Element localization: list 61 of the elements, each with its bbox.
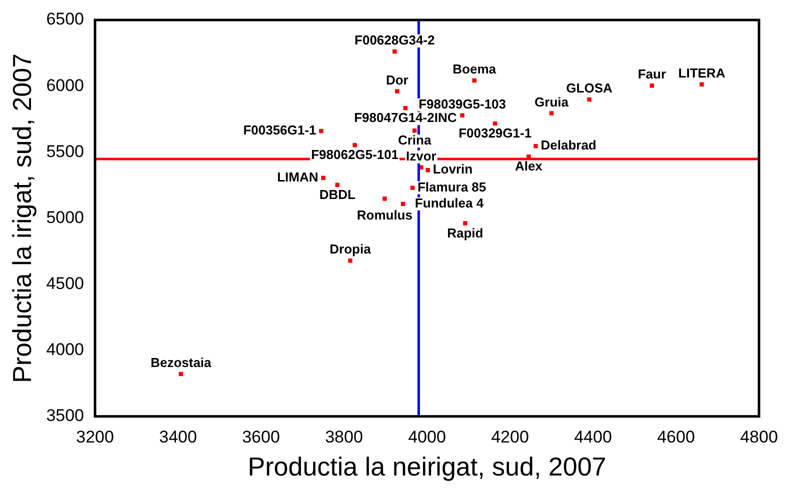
point — [319, 128, 324, 134]
y-tick-label: 4500 — [46, 274, 84, 293]
x-tick-label: 4400 — [574, 427, 612, 446]
y-tick-label: 6500 — [46, 10, 84, 29]
data-label: GLOSA — [566, 80, 613, 96]
x-tick-label: 3600 — [242, 427, 280, 446]
y-tick-label: 5000 — [46, 208, 84, 227]
data-label: Rapid — [447, 225, 484, 240]
x-axis-title: Productia la neirigat, sud, 2007 — [248, 452, 606, 482]
data-label: LITERA — [678, 65, 726, 80]
data-label: F98039G5-103 — [418, 96, 506, 112]
data-label: Lovrin — [432, 162, 473, 177]
x-tick-label: 3200 — [76, 427, 114, 446]
point — [426, 168, 430, 172]
data-label: DBDL — [319, 186, 356, 202]
data-label: F98047G14-2INC — [354, 110, 458, 126]
x-tick-label: 4000 — [408, 427, 446, 446]
data-label: F00356G1-1 — [243, 122, 316, 138]
point — [460, 113, 464, 118]
point — [549, 111, 554, 116]
point — [395, 89, 400, 94]
data-label: Gruia — [534, 94, 570, 110]
point — [700, 82, 704, 86]
data-label: Bezostaia — [150, 355, 212, 370]
point — [352, 143, 357, 148]
y-axis-title: Productia la irigat, sud, 2007 — [6, 53, 37, 383]
data-label: F00628G34-2 — [354, 32, 435, 48]
point — [403, 106, 408, 110]
data-label: Faur — [638, 66, 666, 82]
x-tick-label: 3800 — [325, 427, 363, 446]
point — [650, 84, 654, 88]
data-label: Delabrad — [540, 138, 596, 153]
data-label: Dropia — [330, 242, 372, 257]
point — [321, 176, 326, 180]
data-label: Alex — [514, 158, 544, 174]
data-label: Romulus — [356, 208, 412, 223]
point — [348, 258, 352, 263]
data-label: Izvor — [406, 148, 436, 164]
y-tick-label: 6000 — [46, 76, 84, 95]
point — [410, 186, 415, 190]
point — [392, 49, 397, 54]
x-tick-label: 3400 — [159, 427, 197, 446]
data-label: Flamura 85 — [417, 179, 486, 194]
x-tick-label: 4800 — [740, 427, 778, 446]
data-label: F98062G5-101 — [311, 147, 399, 162]
data-label: Dor — [386, 72, 408, 88]
x-tick-label: 4600 — [657, 427, 695, 446]
point — [382, 196, 387, 201]
data-label: LIMAN — [277, 169, 318, 184]
data-label: Crina — [398, 132, 432, 148]
data-label: F00329G1-1 — [458, 126, 532, 141]
y-tick-label: 3500 — [46, 406, 84, 426]
data-label: Boema — [452, 62, 497, 77]
point — [472, 78, 476, 83]
y-tick-label: 5500 — [46, 142, 84, 161]
point — [534, 144, 538, 148]
point — [463, 221, 468, 226]
x-tick-label: 4200 — [491, 427, 529, 446]
point — [587, 97, 592, 102]
y-tick-label: 4000 — [46, 340, 84, 360]
data-label: Fundulea 4 — [414, 196, 484, 211]
